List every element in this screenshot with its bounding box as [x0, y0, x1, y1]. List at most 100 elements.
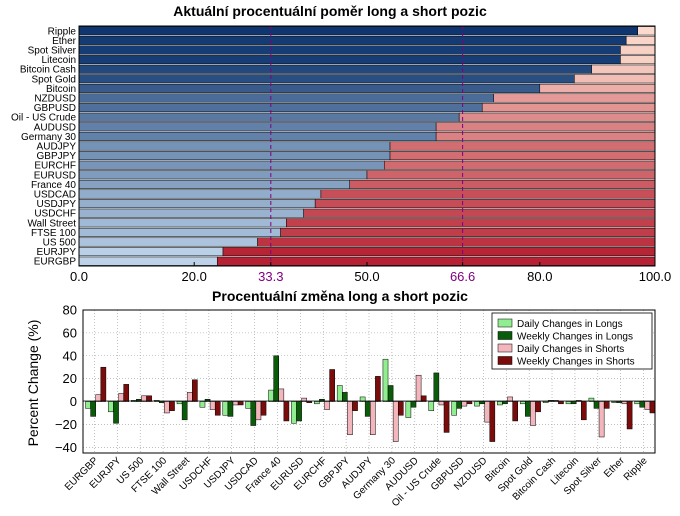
short-bar — [389, 141, 656, 151]
change-chart: Procentuální změna long a short pozic 80… — [25, 288, 656, 509]
change-bar — [542, 401, 549, 403]
change-bar — [95, 394, 102, 402]
change-bar — [296, 401, 302, 422]
change-bar — [479, 401, 485, 405]
change-bar — [306, 401, 313, 403]
change-bar — [250, 401, 257, 426]
short-bar — [435, 122, 656, 132]
category-label: US 500 — [43, 238, 77, 249]
change-bar — [260, 401, 267, 416]
change-bar — [392, 401, 399, 442]
short-bar — [286, 218, 656, 228]
short-bar — [303, 208, 656, 218]
change-bar — [324, 401, 330, 410]
long-bar — [78, 218, 287, 228]
change-bar — [438, 401, 445, 406]
short-bar — [539, 83, 656, 93]
change-bar — [410, 401, 417, 408]
change-bar — [474, 401, 480, 407]
category-label: Litecoin — [42, 55, 76, 66]
long-bar — [78, 141, 391, 151]
legend-swatch — [497, 343, 513, 353]
y-tick-label: 20 — [63, 371, 77, 386]
change-bar — [461, 401, 468, 407]
change-bar — [237, 401, 244, 406]
ratio-chart-title: Aktuální procentuální poměr long a short… — [173, 3, 487, 19]
change-chart-frame — [82, 309, 656, 454]
change-bar — [644, 401, 651, 410]
change-bar — [370, 401, 376, 435]
change-bar — [570, 401, 577, 405]
legend-swatch — [497, 356, 513, 365]
category-label: Wall Street — [27, 218, 76, 229]
change-bar — [291, 401, 297, 424]
change-bar — [634, 401, 640, 405]
change-bar — [278, 388, 285, 402]
long-bar — [78, 112, 460, 122]
x-tick-label: 20.0 — [182, 269, 207, 284]
change-bar — [176, 401, 183, 405]
long-bar — [78, 151, 391, 161]
category-label: EURGBP — [34, 257, 77, 268]
change-bar — [616, 401, 623, 403]
x-tick-label: 0.0 — [70, 269, 88, 284]
change-bar — [598, 401, 605, 438]
change-bar — [525, 401, 531, 417]
long-bar — [78, 208, 304, 218]
change-chart-legend: Daily Changes in Longs Weekly Changes in … — [491, 312, 653, 370]
long-bar — [78, 93, 494, 103]
short-bar — [481, 103, 656, 113]
change-bar — [342, 392, 348, 402]
change-bar — [232, 401, 239, 406]
long-bar — [78, 64, 592, 74]
x-tick-label: 66.6 — [450, 269, 475, 284]
change-bar — [558, 401, 564, 405]
long-bar — [78, 35, 627, 45]
category-label: FTSE 100 — [31, 228, 76, 239]
category-label: Ripple — [48, 26, 77, 37]
change-bar — [222, 401, 229, 416]
change-bar — [359, 396, 366, 402]
long-bar — [78, 256, 218, 266]
category-label: Spot Silver — [28, 46, 77, 57]
legend-swatch — [497, 318, 513, 328]
change-bar — [255, 401, 262, 421]
x-tick-label: 33.3 — [258, 269, 283, 284]
category-label: USDCAD — [34, 190, 76, 201]
category-label: GBPJPY — [37, 151, 77, 162]
short-bar — [349, 179, 656, 189]
change-chart-ylabel: Percent Change (%) — [25, 320, 41, 447]
long-bar — [78, 103, 483, 113]
long-bar — [78, 237, 258, 247]
category-label: AUDJPY — [37, 142, 77, 153]
category-label: Germany 30 — [21, 132, 76, 143]
change-bar — [227, 401, 234, 417]
change-bar — [319, 398, 325, 402]
change-bar — [192, 379, 198, 402]
short-bar — [280, 227, 656, 237]
y-tick-label: −20 — [55, 417, 77, 432]
change-bar — [512, 401, 518, 422]
x-tick-label: 80.0 — [527, 269, 552, 284]
category-label: Spot Gold — [32, 74, 76, 85]
category-label: Bitcoin Cash — [20, 65, 76, 76]
category-label: AUDUSD — [34, 122, 76, 133]
short-bar — [435, 131, 656, 141]
short-bar — [320, 189, 656, 199]
x-tick-label: 100.0 — [639, 269, 672, 284]
change-bar — [405, 401, 412, 418]
change-bar — [621, 401, 628, 405]
change-bar — [611, 401, 618, 403]
change-bar — [387, 385, 394, 402]
change-bar — [519, 401, 526, 405]
change-bar — [649, 401, 656, 414]
change-bar — [113, 401, 119, 424]
change-bar — [397, 401, 404, 416]
change-bar — [530, 401, 536, 426]
change-bar — [245, 401, 252, 409]
change-bar — [209, 401, 216, 410]
change-bar — [639, 401, 646, 408]
change-bar — [347, 401, 353, 435]
change-bar — [118, 393, 124, 402]
change-bar — [535, 401, 541, 413]
